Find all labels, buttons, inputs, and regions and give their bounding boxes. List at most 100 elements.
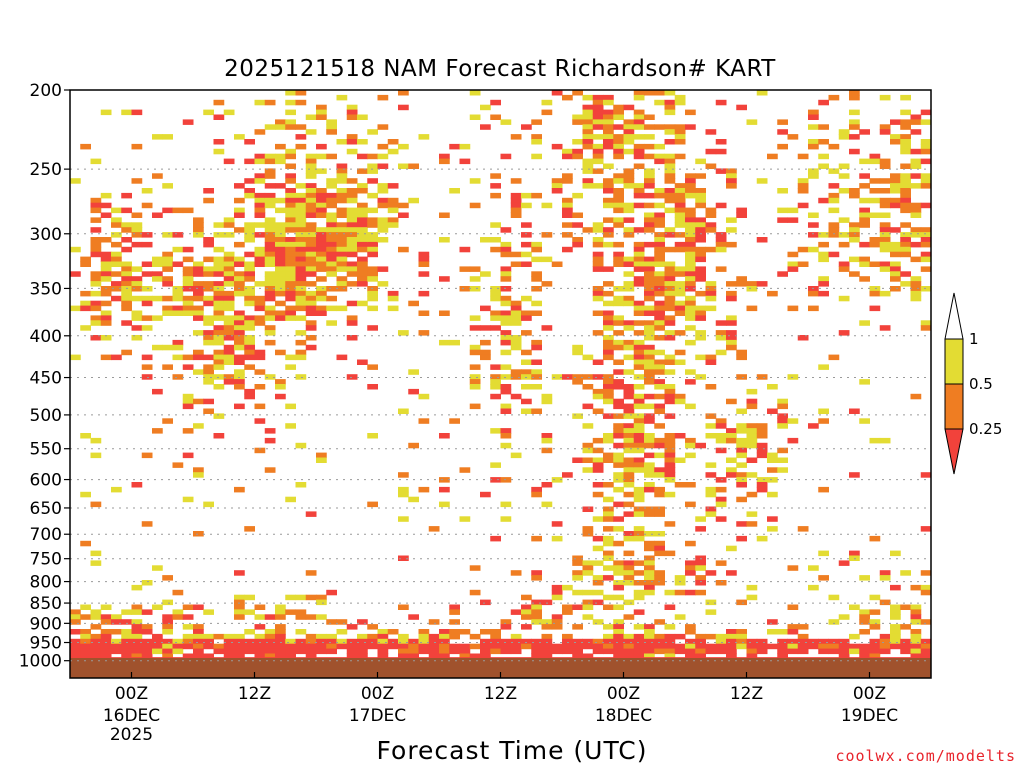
heatmap-cell <box>654 633 665 640</box>
heatmap-cell <box>582 94 594 101</box>
heatmap-cell <box>674 246 686 253</box>
heatmap-cell <box>387 290 399 297</box>
heatmap-cell <box>613 653 624 659</box>
heatmap-cell <box>357 648 368 655</box>
x-axis-label: Forecast Time (UTC) <box>377 736 648 765</box>
heatmap-cell <box>644 330 655 336</box>
heatmap-cell <box>111 486 122 493</box>
heatmap-cell <box>285 653 296 659</box>
heatmap-cell <box>890 550 901 557</box>
heatmap-cell <box>890 609 901 615</box>
heatmap-cell <box>264 256 276 263</box>
heatmap-cell <box>849 124 860 130</box>
heatmap-cell <box>500 433 512 439</box>
heatmap-cell <box>644 325 655 331</box>
heatmap-cell <box>613 330 624 336</box>
heatmap-cell <box>398 486 409 493</box>
heatmap-cell <box>797 335 809 341</box>
heatmap-cell <box>203 330 214 336</box>
heatmap-cell <box>541 447 553 454</box>
heatmap-cell <box>234 638 245 645</box>
heatmap-cell <box>531 648 542 655</box>
heatmap-cell <box>275 638 286 645</box>
heatmap-cell <box>900 163 911 169</box>
heatmap-cell <box>531 643 542 650</box>
heatmap-cell <box>223 266 235 272</box>
heatmap-cell <box>900 139 911 145</box>
heatmap-cell <box>162 251 173 258</box>
heatmap-cell <box>90 335 102 341</box>
heatmap-cell <box>121 349 132 356</box>
heatmap-cell <box>736 452 747 459</box>
heatmap-cell <box>767 516 778 522</box>
heatmap-cell <box>603 339 614 346</box>
heatmap-cell <box>203 188 214 194</box>
heatmap-cell <box>295 614 307 620</box>
heatmap-cell <box>234 344 245 351</box>
heatmap-cell <box>900 638 911 645</box>
heatmap-cell <box>500 339 512 346</box>
heatmap-cell <box>234 310 245 316</box>
heatmap-cell <box>582 560 594 566</box>
heatmap-cell <box>654 643 665 650</box>
heatmap-cell <box>70 648 81 655</box>
heatmap-cell <box>305 266 317 272</box>
heatmap-cell <box>674 192 686 199</box>
heatmap-cell <box>623 531 635 537</box>
heatmap-cell <box>531 619 542 625</box>
heatmap-cell <box>592 158 604 165</box>
heatmap-cell <box>295 594 307 601</box>
heatmap-cell <box>203 374 214 380</box>
heatmap-cell <box>582 168 594 174</box>
heatmap-cell <box>223 251 235 258</box>
heatmap-cell <box>592 560 604 566</box>
heatmap-cell <box>879 241 891 248</box>
heatmap-cell <box>808 638 819 645</box>
heatmap-cell <box>490 428 501 434</box>
heatmap-cell <box>736 447 747 454</box>
heatmap-cell <box>418 134 430 140</box>
heatmap-cell <box>685 570 696 576</box>
heatmap-cell <box>828 643 840 650</box>
heatmap-cell <box>510 633 522 640</box>
heatmap-cell <box>808 222 819 228</box>
heatmap-cell <box>726 653 737 659</box>
heatmap-cell <box>500 388 512 395</box>
heatmap-cell <box>326 305 337 312</box>
heatmap-cell <box>398 90 409 96</box>
heatmap-cell <box>808 232 819 238</box>
heatmap-cell <box>633 418 645 424</box>
heatmap-cell <box>172 246 184 253</box>
heatmap-cell <box>623 207 635 214</box>
heatmap-cell <box>316 256 327 263</box>
heatmap-cell <box>531 192 542 199</box>
heatmap-cell <box>787 648 799 655</box>
heatmap-cell <box>367 325 378 331</box>
heatmap-cell <box>531 344 542 351</box>
heatmap-cell <box>633 344 645 351</box>
heatmap-cell <box>203 237 214 243</box>
heatmap-cell <box>510 261 522 267</box>
heatmap-cell <box>674 129 686 135</box>
heatmap-cell <box>326 256 337 263</box>
heatmap-cell <box>551 261 563 267</box>
heatmap-cell <box>828 232 840 238</box>
heatmap-cell <box>80 638 91 645</box>
heatmap-cell <box>654 300 665 307</box>
heatmap-cell <box>695 560 706 566</box>
heatmap-cell <box>572 653 583 659</box>
heatmap-cell <box>859 158 870 165</box>
colorbar: 1 0.5 0.25 <box>944 292 1002 475</box>
heatmap-cell <box>613 433 624 439</box>
heatmap-cell <box>592 580 604 586</box>
heatmap-cell <box>644 305 655 312</box>
heatmap-cell <box>521 241 532 248</box>
heatmap-cell <box>510 192 522 199</box>
heatmap-cell <box>603 457 614 463</box>
heatmap-cell <box>398 143 409 150</box>
heatmap-cell <box>562 207 573 214</box>
heatmap-cell <box>285 266 296 272</box>
heatmap-cell <box>890 624 901 630</box>
heatmap-cell <box>562 472 573 478</box>
heatmap-cell <box>316 261 327 267</box>
